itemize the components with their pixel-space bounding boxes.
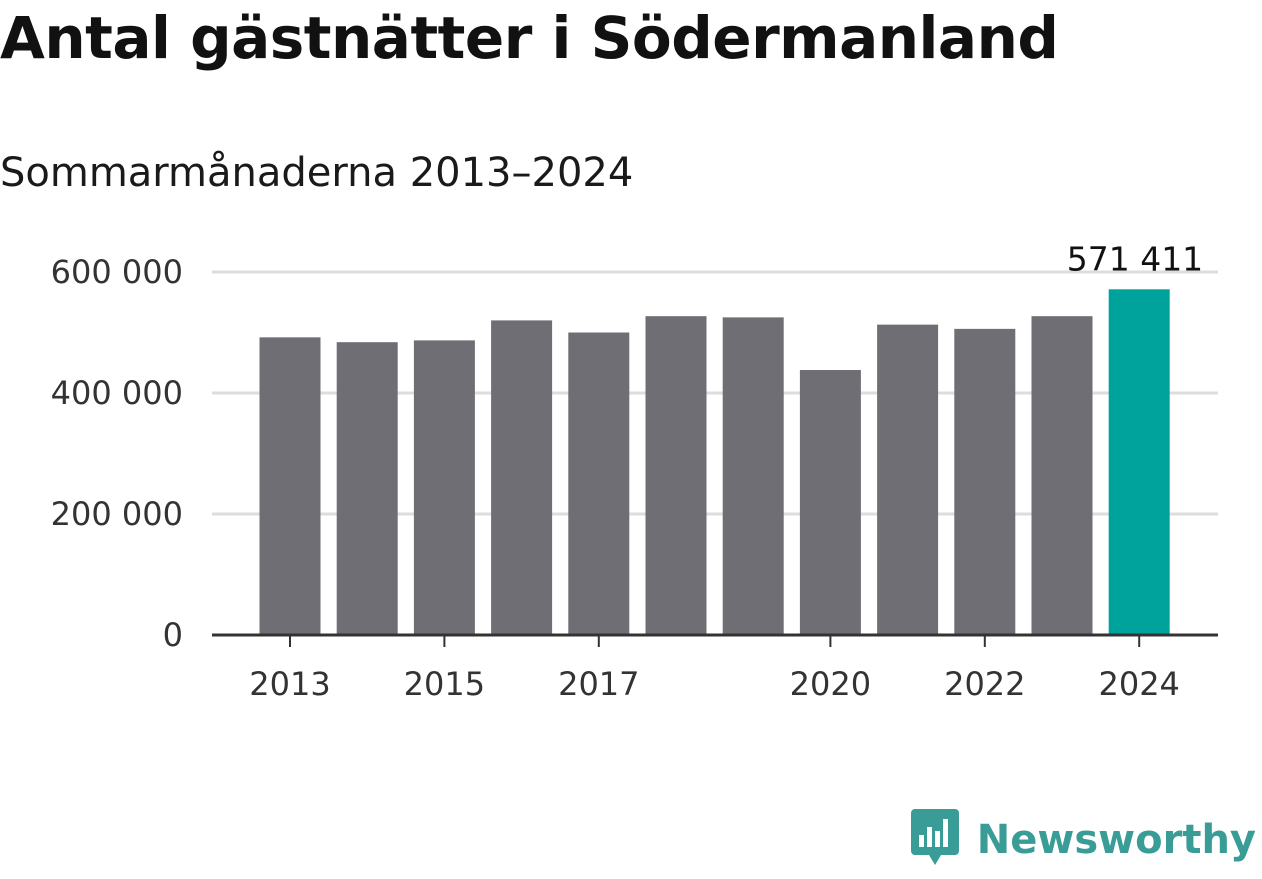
bar-2016 <box>491 320 553 635</box>
y-tick-label: 200 000 <box>51 495 183 533</box>
bar-chart-badge-icon <box>910 809 959 871</box>
newsworthy-logo: Newsworthy <box>910 809 1256 871</box>
x-tick-label: 2022 <box>944 665 1025 703</box>
brand-name: Newsworthy <box>976 817 1256 863</box>
x-tick-label: 2024 <box>1098 665 1179 703</box>
y-tick-label: 400 000 <box>51 374 183 412</box>
bar-2024 <box>1108 289 1170 635</box>
bar-2020 <box>799 370 861 635</box>
y-axis-ticks: 0 200 000 400 000 600 000 <box>51 253 183 654</box>
chart-title: Antal gästnätter i Södermanland <box>0 4 1059 72</box>
data-labels: 571 411 <box>1067 239 1203 278</box>
y-tick-label: 600 000 <box>51 253 183 291</box>
y-tick-label: 0 <box>163 616 183 654</box>
bar-2022 <box>954 328 1016 635</box>
bar-2019 <box>722 317 784 635</box>
x-tick-label: 2013 <box>249 665 330 703</box>
bar-2015 <box>413 340 475 635</box>
x-axis-ticks: 2013 2015 2017 2020 2022 2024 <box>249 635 1180 703</box>
bar-2018 <box>645 316 707 635</box>
x-tick-label: 2020 <box>790 665 871 703</box>
x-tick-label: 2015 <box>404 665 485 703</box>
bars <box>259 289 1170 635</box>
bar-2013 <box>259 337 321 635</box>
bar-2014 <box>336 342 398 635</box>
bar-2017 <box>568 332 630 635</box>
bar-2021 <box>877 324 939 635</box>
bar-2023 <box>1031 316 1093 635</box>
data-label: 571 411 <box>1067 239 1203 278</box>
chart-subtitle: Sommarmånaderna 2013–2024 <box>0 150 634 196</box>
x-tick-label: 2017 <box>558 665 639 703</box>
